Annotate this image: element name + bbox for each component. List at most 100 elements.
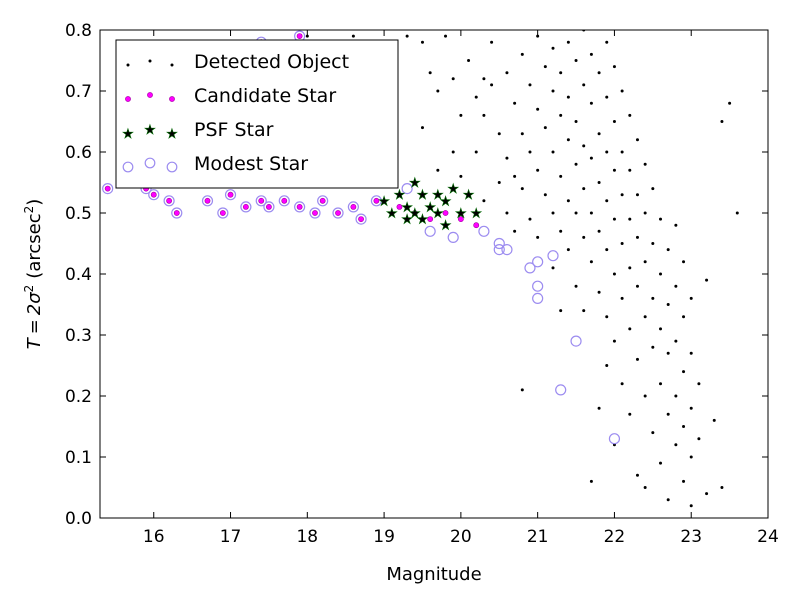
- candidate-star-point: [312, 210, 318, 216]
- detected-object-point: [612, 217, 616, 221]
- candidate-star-point: [204, 197, 211, 204]
- detected-object-point: [559, 113, 563, 117]
- detected-object-point: [666, 248, 670, 252]
- detected-object-point: [566, 199, 570, 203]
- modest-star-point: [255, 195, 267, 207]
- detected-object-point: [467, 59, 471, 62]
- detected-object-point: [651, 296, 655, 300]
- candidate-star-point: [296, 33, 303, 39]
- detected-object-point: [628, 168, 632, 172]
- detected-object-point: [712, 418, 716, 422]
- psf-star-point: ★: [463, 188, 475, 203]
- detected-object-point: [597, 290, 601, 294]
- x-tick-label: 22: [604, 527, 626, 547]
- detected-object-point: [643, 486, 647, 489]
- detected-object-point: [612, 272, 616, 276]
- modest-star-point: [555, 384, 567, 396]
- detected-object-point: [582, 309, 586, 313]
- legend-label-modest-star: Modest Star: [194, 153, 308, 175]
- detected-object-point: [612, 120, 616, 123]
- modest-star-point: [524, 262, 536, 274]
- detected-object-point: [559, 309, 563, 313]
- detected-object-point: [689, 504, 693, 508]
- detected-object-point: [682, 425, 686, 428]
- detected-object-point: [497, 132, 501, 136]
- y-axis-label: T=2σ2(arcsec2): [22, 199, 45, 350]
- detected-object-point: [574, 284, 578, 288]
- detected-object-point: [666, 351, 670, 355]
- modest-star-point: [102, 183, 114, 195]
- detected-object-point: [482, 77, 486, 81]
- candidate-star-point: [335, 210, 341, 216]
- candidate-star-point: [319, 197, 326, 204]
- psf-star-point: ★: [417, 188, 429, 203]
- detected-object-point: [605, 248, 609, 252]
- x-tick-label: 21: [527, 527, 549, 547]
- detected-object-point: [628, 412, 632, 416]
- detected-object-point: [605, 40, 609, 44]
- candidate-star-point: [281, 197, 288, 204]
- modest-star-point: [201, 195, 214, 207]
- legend-marker-psf-star: ★ ★ ★: [122, 123, 178, 143]
- modest-star-point: [171, 207, 183, 219]
- detected-object-point: [513, 101, 517, 105]
- detected-object-point: [659, 272, 663, 276]
- modest-star-point: [347, 201, 359, 213]
- detected-object-point: [705, 492, 709, 496]
- modest-star-point: [163, 195, 175, 207]
- detected-object-point: [589, 52, 593, 56]
- modest-star-point: [217, 207, 229, 219]
- detected-object-point: [513, 174, 517, 178]
- detected-object-point: [589, 479, 593, 483]
- detected-object-point: [674, 394, 678, 398]
- psf-star-point: ★: [432, 188, 444, 203]
- psf-star-point: ★: [424, 200, 436, 215]
- data-marks: ★★★★★★★★★★★★★★★★★★: [102, 30, 739, 508]
- legend: Detected Object Candidate Star ★ ★ ★ PSF…: [115, 39, 399, 189]
- candidate-star-point: [396, 203, 403, 210]
- detected-object-point: [405, 34, 409, 38]
- modest-star-point: [263, 201, 275, 213]
- detected-object-point: [682, 479, 686, 483]
- detected-object-point: [582, 144, 586, 148]
- detected-object-point: [520, 187, 524, 191]
- detected-object-point: [735, 211, 739, 215]
- detected-object-point: [467, 193, 471, 197]
- detected-object-point: [574, 59, 578, 62]
- modest-star-point: [501, 244, 513, 256]
- candidate-star-point: [219, 210, 226, 216]
- detected-object-point: [351, 34, 355, 38]
- candidate-star-point: [442, 210, 449, 216]
- detected-object-point: [605, 364, 609, 367]
- detected-object-point: [551, 89, 555, 93]
- detected-object-point: [659, 461, 663, 465]
- detected-object-point: [666, 303, 670, 306]
- modest-star-point: [401, 183, 413, 195]
- detected-object-point: [612, 339, 616, 343]
- detected-object-point: [666, 412, 670, 416]
- y-tick-label: 0.4: [65, 265, 92, 285]
- detected-object-point: [490, 40, 494, 44]
- detected-object-point: [589, 260, 593, 264]
- psf-star-point: ★: [386, 207, 398, 222]
- detected-object-point: [720, 120, 724, 123]
- detected-object-point: [543, 65, 547, 69]
- detected-object-point: [528, 217, 532, 221]
- candidate-star-point: [266, 203, 272, 210]
- x-tick-label: 20: [450, 527, 472, 547]
- detected-object-point: [559, 174, 563, 178]
- detected-object-point: [589, 211, 593, 215]
- candidate-star-point: [358, 216, 364, 222]
- modest-star-point: [532, 280, 544, 292]
- x-tick-label: 24: [757, 527, 779, 547]
- detected-object-point: [574, 162, 578, 166]
- modest-star-point: [532, 292, 544, 304]
- legend-box: [115, 39, 399, 189]
- detected-object-point: [589, 101, 593, 105]
- detected-object-point: [566, 138, 570, 142]
- detected-object-point: [605, 315, 609, 319]
- detected-object-point: [597, 406, 601, 410]
- detected-object-point: [620, 242, 624, 245]
- detected-object-point: [666, 498, 670, 502]
